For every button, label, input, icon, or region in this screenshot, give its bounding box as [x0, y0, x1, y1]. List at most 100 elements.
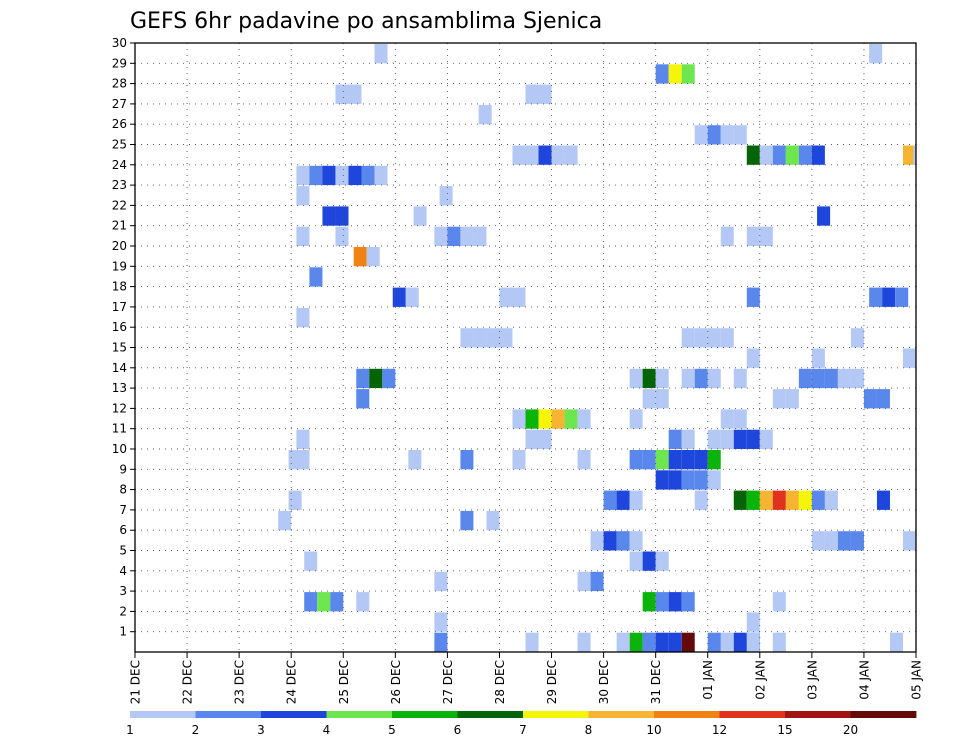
- heatmap-cell: [837, 368, 851, 389]
- y-tick-label: 5: [119, 544, 127, 558]
- heatmap-cell: [720, 409, 734, 429]
- heatmap-cell: [460, 328, 474, 348]
- heatmap-cell: [655, 368, 669, 389]
- heatmap-cell: [785, 145, 799, 165]
- heatmap-cell: [811, 145, 825, 165]
- y-tick-label: 21: [112, 219, 127, 233]
- heatmap-cell: [486, 328, 500, 348]
- heatmap-cell: [772, 490, 786, 510]
- colorbar-label: 3: [257, 723, 265, 737]
- heatmap-cell: [288, 490, 302, 510]
- heatmap-cell: [577, 450, 591, 470]
- heatmap-cell: [353, 247, 367, 267]
- heatmap-cell: [460, 226, 474, 246]
- heatmap-cell: [551, 409, 565, 429]
- y-tick-label: 13: [112, 381, 127, 395]
- heatmap-cell: [603, 531, 617, 551]
- heatmap-cell: [439, 186, 453, 206]
- heatmap-cell: [759, 226, 773, 246]
- heatmap-cell: [629, 551, 643, 571]
- heatmap-cell: [538, 409, 552, 429]
- heatmap-cell: [642, 592, 656, 612]
- heatmap-cell: [356, 389, 370, 409]
- heatmap-cell: [746, 287, 760, 307]
- heatmap-cell: [629, 409, 643, 429]
- heatmap-cell: [629, 490, 643, 510]
- y-tick-label: 29: [112, 56, 127, 70]
- heatmap-cell: [720, 632, 734, 652]
- colorbar-label: 6: [454, 723, 462, 737]
- heatmap-cell: [694, 368, 708, 389]
- y-tick-label: 7: [119, 503, 127, 517]
- heatmap-cell: [642, 389, 656, 409]
- colorbar-swatch: [392, 711, 458, 718]
- heatmap-cell: [374, 165, 388, 186]
- heatmap-cell: [746, 429, 760, 449]
- heatmap-cell: [335, 84, 349, 104]
- heatmap-cell: [720, 125, 734, 145]
- heatmap-cell: [668, 470, 682, 490]
- heatmap-cell: [869, 44, 883, 64]
- heatmap-cell: [447, 226, 461, 246]
- heatmap-cell: [309, 165, 323, 186]
- heatmap-cell: [785, 389, 799, 409]
- heatmap-cell: [798, 145, 812, 165]
- x-tick-label: 03 JAN: [805, 660, 819, 700]
- heatmap-cell: [694, 125, 708, 145]
- heatmap-cell: [811, 348, 825, 368]
- heatmap-cell: [478, 104, 492, 125]
- y-tick-label: 12: [112, 401, 127, 415]
- x-tick-label: 28 DEC: [493, 660, 507, 704]
- heatmap-cell: [707, 450, 721, 470]
- heatmap-cell: [668, 450, 682, 470]
- colorbar-swatch: [457, 711, 524, 718]
- heatmap-cell: [356, 368, 370, 389]
- x-tick-label: 26 DEC: [389, 660, 403, 704]
- colorbar-label: 12: [712, 723, 727, 737]
- x-tick-label: 21 DEC: [129, 660, 143, 704]
- heatmap-cell: [603, 490, 617, 510]
- y-tick-label: 24: [112, 158, 127, 172]
- heatmap-cell: [434, 612, 448, 632]
- heatmap-cell: [642, 368, 656, 389]
- heatmap-cell: [681, 328, 695, 348]
- heatmap-cell: [707, 632, 721, 652]
- heatmap-cell: [629, 450, 643, 470]
- heatmap-cell: [616, 531, 630, 551]
- heatmap-cell: [577, 632, 591, 652]
- heatmap-cell: [733, 490, 747, 510]
- colorbar-swatch: [261, 711, 327, 718]
- heatmap-cell: [733, 429, 747, 449]
- heatmap-cell: [499, 287, 513, 307]
- y-tick-label: 6: [119, 523, 127, 537]
- heatmap-cell: [525, 632, 539, 652]
- heatmap-cell: [876, 389, 890, 409]
- heatmap-cell: [824, 490, 838, 510]
- heatmap-cell: [707, 125, 721, 145]
- heatmap-cell: [720, 429, 734, 449]
- x-tick-label: 22 DEC: [181, 660, 195, 704]
- heatmap-cell: [902, 531, 916, 551]
- heatmap-cell: [348, 84, 362, 104]
- y-tick-label: 23: [112, 178, 127, 192]
- heatmap-cell: [913, 145, 916, 165]
- heatmap-cell: [512, 409, 526, 429]
- heatmap-cell: [817, 206, 831, 226]
- y-tick-label: 25: [112, 138, 127, 152]
- y-tick-label: 16: [112, 320, 127, 334]
- colorbar-label: 1: [126, 723, 134, 737]
- heatmap-cell: [720, 328, 734, 348]
- heatmap-cell: [707, 470, 721, 490]
- heatmap-cell: [707, 328, 721, 348]
- heatmap-cell: [655, 389, 669, 409]
- heatmap-cell: [392, 287, 406, 307]
- colorbar-swatch: [785, 711, 851, 718]
- x-axis: 21 DEC 22 DEC 23 DEC 24 DEC 25 DEC 26 DEC 27 D…: [129, 652, 924, 704]
- y-tick-label: 8: [119, 483, 127, 497]
- heatmap-cell: [733, 409, 747, 429]
- heatmap-cell: [746, 612, 760, 632]
- heatmap-cell: [512, 450, 526, 470]
- colorbar-label: 7: [519, 723, 527, 737]
- x-tick-label: 29 DEC: [545, 660, 559, 704]
- x-tick-label: 02 JAN: [753, 660, 767, 700]
